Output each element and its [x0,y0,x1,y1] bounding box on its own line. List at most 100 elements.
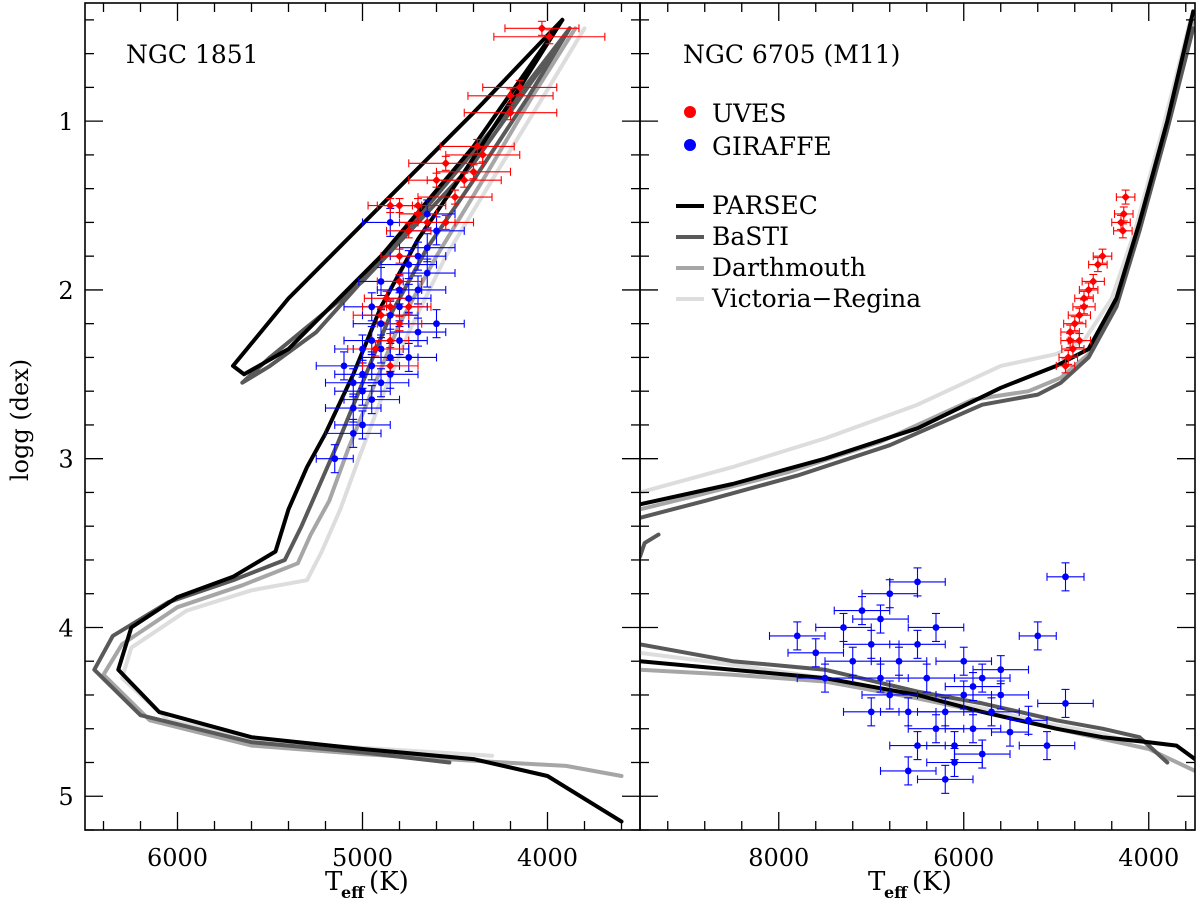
isochrone-victoria-regina [640,17,1193,495]
data-point-giraffe [377,278,385,285]
data-point-uves [1065,327,1075,337]
data-point-uves [1079,294,1089,303]
data-point-giraffe [877,674,884,682]
data-point-giraffe [793,632,801,640]
data-point-uves [386,361,395,371]
data-point-giraffe [433,227,440,235]
data-point-giraffe [886,590,894,598]
y-tick-label: 4 [58,614,73,642]
data-point-giraffe [923,674,931,682]
data-point-giraffe [1034,632,1042,640]
data-point-giraffe [377,345,385,353]
data-point-giraffe [1025,716,1032,724]
data-point-giraffe [423,244,431,252]
data-point-uves [376,311,386,320]
data-point-giraffe [895,657,903,665]
legend-label-victoria-regina: Victoria−Regina [711,284,921,313]
data-point-uves [404,226,413,236]
y-tick-label: 5 [58,783,73,811]
ticks-ngc1851: 6000 5000 4000 1 2 3 4 5 [58,3,640,872]
legend-marker-giraffe [684,139,696,151]
x-axis-label-unit: (K) [369,867,409,897]
plot-frame-right [639,2,1196,831]
data-point-giraffe [969,683,977,690]
ticks-ngc6705: 8000 6000 4000 [640,3,1195,872]
data-point-uves [413,209,423,219]
data-point-giraffe [359,421,366,429]
data-point-uves [473,142,482,151]
legend-label-basti: BaSTI [712,222,789,251]
data-point-giraffe [867,708,875,716]
data-point-giraffe [368,362,376,370]
data-point-giraffe [386,354,394,361]
data-point-giraffe [414,328,422,336]
data-point-giraffe [812,649,820,657]
panel-title: NGC 1851 [126,40,259,69]
data-point-giraffe [877,615,884,623]
data-point-giraffe [858,607,866,614]
x-axis-label-left: T eff (K) [325,867,409,902]
data-point-giraffe [359,345,366,353]
data-point-uves [545,32,554,41]
data-point-uves [395,201,404,210]
errorbars-ngc1851 [315,20,606,474]
data-point-giraffe [396,286,403,294]
data-point-giraffe [821,674,829,682]
data-point-giraffe [978,674,986,682]
data-point-uves [432,176,441,185]
data-point-uves [371,344,380,354]
x-tick-label: 4000 [1118,844,1179,872]
data-point-giraffe [1062,700,1069,707]
x-axis-label-sub: eff [884,883,908,902]
data-point-giraffe [423,269,431,277]
data-point-giraffe [386,311,394,319]
data-point-uves [478,150,487,160]
data-point-uves [395,251,404,261]
data-point-uves [386,302,395,311]
x-tick-label: 6000 [933,844,994,872]
data-point-giraffe [349,429,357,437]
legend-label-darthmouth: Darthmouth [712,253,866,282]
data-point-giraffe [331,455,339,463]
x-axis-label-main: T [325,867,343,897]
data-point-uves [1116,218,1126,227]
data-point-uves [441,159,450,168]
points-ngc6705 [793,192,1130,783]
data-point-giraffe [349,404,357,412]
panel-title: NGC 6705 (M11) [683,40,900,69]
data-point-giraffe [423,210,431,218]
data-point-giraffe [914,578,921,586]
data-point-giraffe [349,379,357,387]
data-point-giraffe [997,666,1005,674]
x-tick-label: 4000 [517,844,578,872]
data-point-giraffe [867,640,875,648]
data-point-uves [423,218,432,227]
data-point-uves [515,83,524,92]
data-point-giraffe [1062,573,1069,581]
legend: UVES GIRAFFE PARSEC BaSTI Darthmouth Vic… [676,99,921,313]
legend-label-parsec: PARSEC [712,191,818,220]
legend-label-giraffe: GIRAFFE [712,132,832,161]
data-point-uves [1084,285,1093,295]
isochrone-basti-ms [640,642,1170,765]
data-point-uves [1064,353,1073,362]
data-point-uves [386,336,395,345]
data-point-giraffe [386,219,394,226]
data-point-giraffe [1006,728,1014,736]
data-point-giraffe [904,708,912,716]
data-point-giraffe [969,725,977,733]
data-point-uves [395,277,404,286]
isochrone-basti [92,26,572,765]
x-axis-label-main: T [868,867,886,897]
y-tick-label: 3 [58,446,73,474]
data-point-uves [450,192,460,202]
data-point-giraffe [914,742,921,750]
data-point-giraffe [359,370,366,378]
data-point-giraffe [377,379,385,387]
data-point-uves [1093,260,1103,269]
data-point-uves [1061,361,1070,371]
points-ngc1851 [331,24,554,463]
legend-marker-uves [684,106,696,118]
data-point-giraffe [359,387,366,395]
data-point-uves [1118,226,1128,236]
